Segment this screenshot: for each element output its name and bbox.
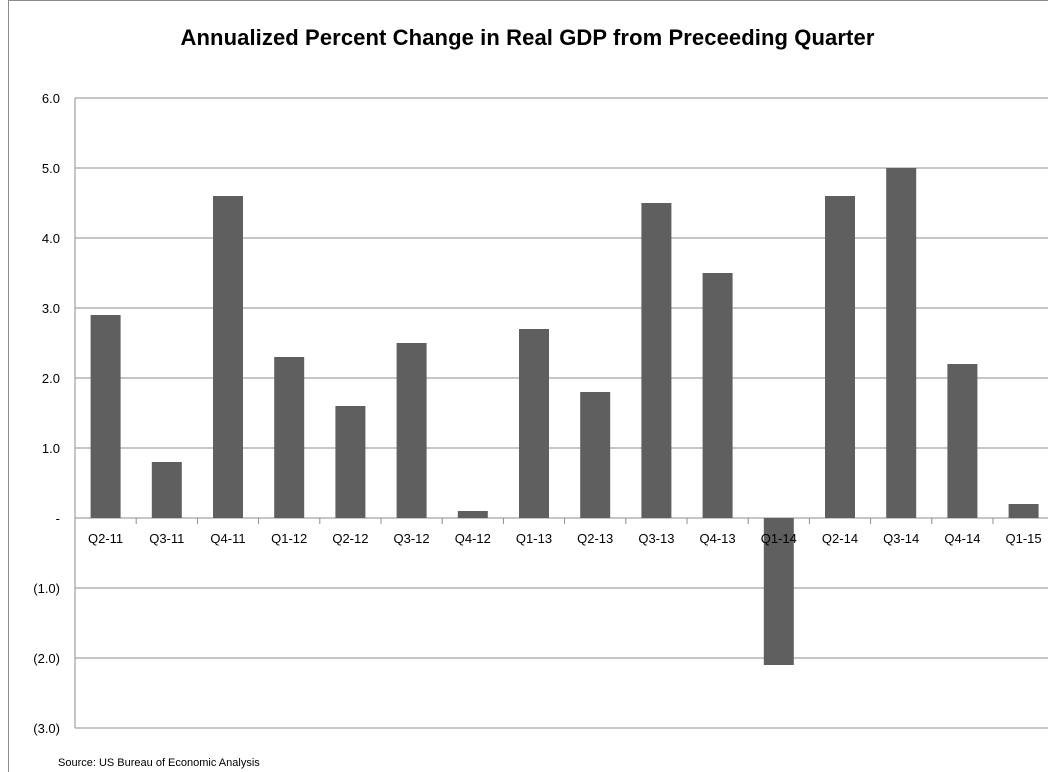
x-tick-label: Q4-14 <box>944 531 980 546</box>
x-tick-label: Q3-11 <box>149 531 184 546</box>
bar <box>947 364 978 518</box>
bar <box>519 329 549 518</box>
chart-title: Annualized Percent Change in Real GDP fr… <box>180 25 875 50</box>
bar <box>213 196 243 518</box>
bar <box>641 203 672 518</box>
bar <box>90 315 121 518</box>
x-tick-label: Q1-14 <box>761 531 797 546</box>
x-tick-label: Q4-12 <box>455 531 491 546</box>
y-tick-label: 1.0 <box>42 441 60 456</box>
y-tick-label: - <box>56 511 60 526</box>
x-tick-label: Q2-13 <box>577 531 613 546</box>
y-tick-label: 6.0 <box>42 91 60 106</box>
bar <box>763 518 794 665</box>
source-note: Source: US Bureau of Economic Analysis <box>58 757 260 769</box>
y-tick-label: (3.0) <box>33 721 60 736</box>
x-tick-label: Q2-14 <box>822 531 858 546</box>
y-tick-label: 5.0 <box>42 161 60 176</box>
y-tick-label: 4.0 <box>42 231 60 246</box>
bar <box>825 196 855 518</box>
bar <box>274 357 305 518</box>
x-tick-label: Q2-11 <box>88 531 123 546</box>
chart-area <box>8 0 1048 772</box>
bar <box>151 462 182 518</box>
x-tick-label: Q4-11 <box>210 531 245 546</box>
y-tick-label: 3.0 <box>42 301 60 316</box>
x-tick-label: Q1-15 <box>1006 531 1042 546</box>
x-tick-label: Q4-13 <box>700 531 736 546</box>
bar <box>335 406 366 518</box>
bar <box>457 511 488 518</box>
x-tick-label: Q3-14 <box>883 531 919 546</box>
x-tick-label: Q2-12 <box>332 531 368 546</box>
bar <box>1008 504 1039 518</box>
x-tick-label: Q1-12 <box>271 531 307 546</box>
y-tick-label: (2.0) <box>33 651 60 666</box>
y-tick-label: (1.0) <box>33 581 60 596</box>
bar <box>702 273 733 518</box>
y-tick-label: 2.0 <box>42 371 60 386</box>
bar <box>886 168 917 518</box>
x-tick-label: Q3-12 <box>394 531 430 546</box>
bar <box>396 343 427 518</box>
x-tick-label: Q3-13 <box>638 531 674 546</box>
x-tick-label: Q1-13 <box>516 531 552 546</box>
bar <box>580 392 611 518</box>
